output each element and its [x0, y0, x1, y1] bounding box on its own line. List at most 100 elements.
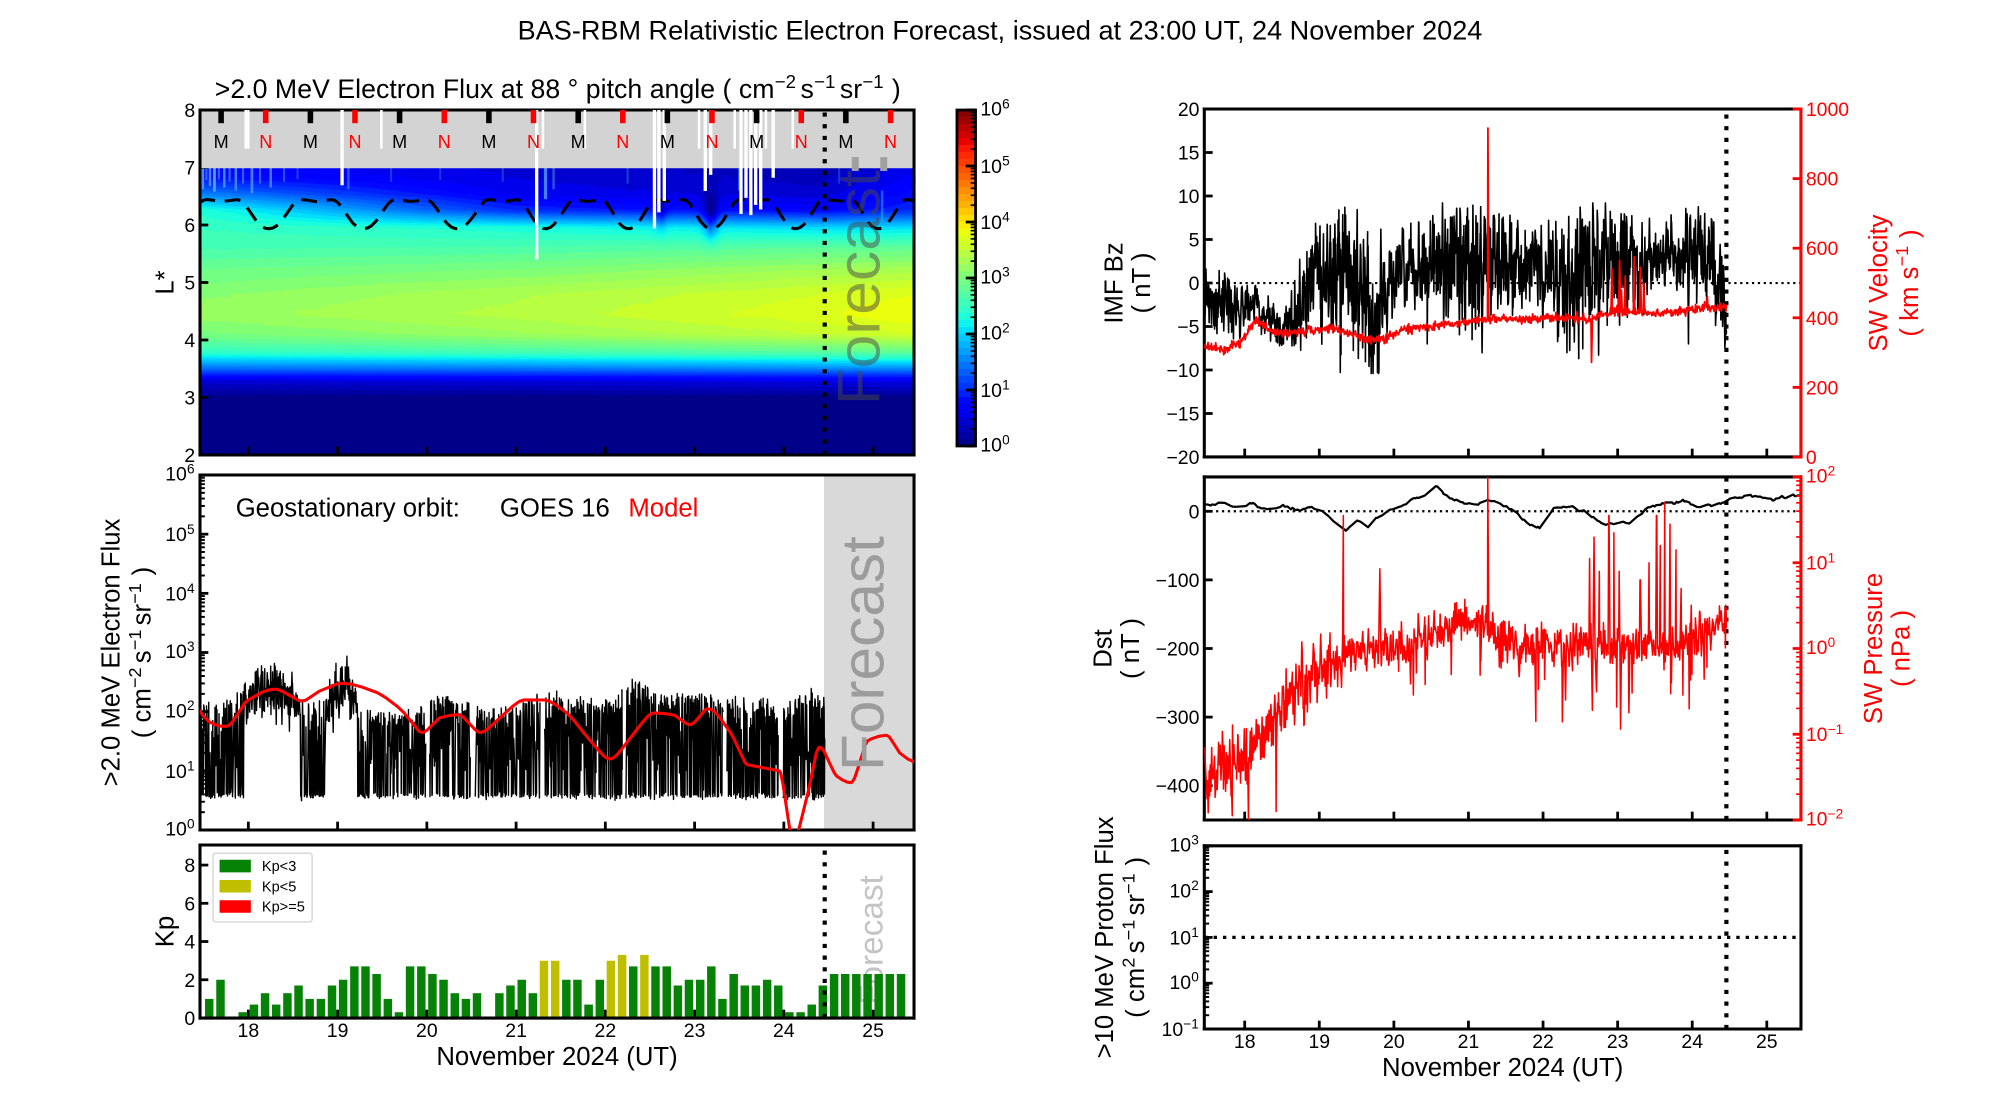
svg-text:1 0 1: 1 0 1 — [980, 377, 1009, 402]
svg-text:1 0 0: 1 0 0 — [1169, 969, 1199, 994]
svg-text:Model: Model — [628, 495, 698, 523]
svg-text:6: 6 — [184, 893, 195, 915]
svg-text:23: 23 — [684, 1020, 706, 1042]
svg-text:N: N — [348, 132, 361, 152]
svg-text:November 2024 (UT): November 2024 (UT) — [436, 1043, 677, 1071]
svg-text:M: M — [571, 132, 586, 152]
svg-text:( nPa ): ( nPa ) — [1888, 610, 1916, 687]
svg-text:3: 3 — [184, 388, 195, 410]
svg-text:18: 18 — [238, 1020, 260, 1042]
svg-text:2: 2 — [184, 970, 195, 992]
svg-text:Geostationary orbit:: Geostationary orbit: — [236, 495, 460, 523]
svg-text:25: 25 — [1756, 1031, 1778, 1053]
svg-text:N: N — [616, 132, 629, 152]
svg-text:Kp: Kp — [151, 916, 179, 947]
svg-text:IMF Bz: IMF Bz — [1100, 242, 1128, 323]
svg-text:400: 400 — [1806, 308, 1839, 330]
svg-text:1 0 −: 1 0 − 2 — [1806, 798, 1843, 830]
svg-text:20: 20 — [1178, 99, 1200, 121]
svg-text:−400: −400 — [1156, 776, 1200, 798]
svg-text:21: 21 — [505, 1020, 527, 1042]
svg-text:Dst: Dst — [1090, 629, 1118, 668]
svg-text:1 0 3: 1 0 3 — [1169, 831, 1198, 856]
svg-text:23: 23 — [1607, 1031, 1629, 1053]
svg-text:−15: −15 — [1166, 404, 1199, 426]
svg-text:24: 24 — [773, 1020, 795, 1042]
svg-text:19: 19 — [327, 1020, 349, 1042]
svg-text:20: 20 — [416, 1020, 438, 1042]
svg-text:Forecast: Forecast — [825, 170, 893, 405]
svg-text:4: 4 — [184, 330, 195, 352]
svg-text:8: 8 — [184, 100, 195, 122]
svg-text:1 0 −: 1 0 − 1 — [1162, 1009, 1199, 1041]
svg-text:1 0 0: 1 0 0 — [165, 816, 195, 841]
svg-text:1 0 1: 1 0 1 — [1169, 924, 1198, 949]
svg-text:1 0 1: 1 0 1 — [165, 758, 194, 783]
svg-text:1 0 2: 1 0 2 — [165, 697, 194, 722]
svg-text:1 0 6: 1 0 6 — [165, 461, 194, 486]
svg-text:−200: −200 — [1156, 639, 1200, 661]
svg-text:1 0 3: 1 0 3 — [165, 638, 194, 663]
svg-text:200: 200 — [1806, 377, 1839, 399]
svg-text:M: M — [214, 132, 229, 152]
svg-text:800: 800 — [1806, 169, 1839, 191]
svg-text:November 2024 (UT): November 2024 (UT) — [1382, 1054, 1623, 1082]
svg-text:1 0 5: 1 0 5 — [165, 521, 194, 546]
svg-text:15: 15 — [1178, 143, 1200, 165]
svg-text:24: 24 — [1681, 1031, 1703, 1053]
svg-text:>2.0 MeV Electron Flux: >2.0 MeV Electron Flux — [98, 519, 126, 787]
svg-text:1 0 −: 1 0 − 1 — [1806, 714, 1843, 746]
svg-text:18: 18 — [1234, 1031, 1256, 1053]
svg-text:GOES 16: GOES 16 — [500, 495, 610, 523]
svg-text:5: 5 — [184, 273, 195, 295]
svg-text:1 0 3: 1 0 3 — [980, 264, 1009, 289]
svg-text:1 0 4: 1 0 4 — [980, 209, 1010, 234]
svg-text:22: 22 — [1532, 1031, 1554, 1053]
svg-text:Kp<3: Kp<3 — [262, 859, 296, 875]
svg-text:1 0 2: 1 0 2 — [1169, 877, 1198, 902]
svg-text:1 0 1: 1 0 1 — [1806, 550, 1835, 575]
svg-text:22: 22 — [595, 1020, 617, 1042]
svg-text:Kp>=5: Kp>=5 — [262, 900, 305, 916]
svg-text:M: M — [392, 132, 407, 152]
svg-text:M: M — [838, 132, 853, 152]
svg-text:SW Pressure: SW Pressure — [1860, 573, 1888, 724]
svg-text:M: M — [303, 132, 318, 152]
svg-text:BAS-RBM Relativistic Electron: BAS-RBM Relativistic Electron Forecast, … — [518, 15, 1483, 46]
svg-text:( k m: ( k m s ) − 1 — [1888, 223, 1924, 336]
svg-text:5: 5 — [1189, 230, 1200, 252]
svg-text:M: M — [749, 132, 764, 152]
svg-text:−10: −10 — [1166, 360, 1199, 382]
svg-text:1 0 0: 1 0 0 — [1806, 634, 1836, 659]
svg-text:0: 0 — [1189, 273, 1200, 295]
svg-text:10: 10 — [1178, 186, 1200, 208]
svg-text:600: 600 — [1806, 238, 1839, 260]
svg-text:N: N — [438, 132, 451, 152]
svg-text:( c m: ( c m s s r ) − 2 − 1 − 1 — [121, 561, 157, 739]
svg-text:1 0 0: 1 0 0 — [980, 432, 1010, 457]
svg-text:0: 0 — [1189, 501, 1200, 523]
svg-text:( c m: ( c m s s r ) 2 − 1 − 1 — [1114, 851, 1150, 1018]
svg-text:N: N — [259, 132, 272, 152]
svg-text:SW Velocity: SW Velocity — [1865, 214, 1893, 351]
svg-text:−100: −100 — [1156, 570, 1200, 592]
svg-text:L*: L* — [151, 270, 179, 294]
svg-text:4: 4 — [184, 932, 195, 954]
svg-text:6: 6 — [184, 215, 195, 237]
svg-text:Kp<5: Kp<5 — [262, 879, 296, 895]
svg-text:25: 25 — [862, 1020, 884, 1042]
svg-text:20: 20 — [1383, 1031, 1405, 1053]
svg-text:M: M — [660, 132, 675, 152]
svg-text:M: M — [481, 132, 496, 152]
svg-text:N: N — [527, 132, 540, 152]
svg-text:−20: −20 — [1166, 447, 1199, 469]
svg-text:−300: −300 — [1156, 707, 1200, 729]
svg-text:−5: −5 — [1177, 317, 1199, 339]
svg-text:N: N — [795, 132, 808, 152]
svg-text:1 0 2: 1 0 2 — [1806, 463, 1835, 488]
svg-text:>10 MeV Proton Flux: >10 MeV Proton Flux — [1091, 816, 1119, 1058]
svg-text:1000: 1000 — [1806, 99, 1849, 121]
svg-text:1 0 4: 1 0 4 — [165, 580, 195, 605]
svg-text:1 0 2: 1 0 2 — [980, 320, 1009, 345]
svg-text:N: N — [884, 132, 897, 152]
